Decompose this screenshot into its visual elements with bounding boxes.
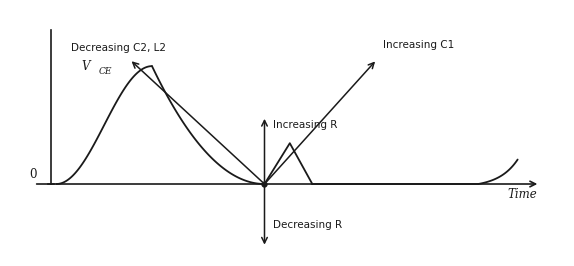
Text: Decreasing R: Decreasing R (273, 220, 342, 230)
Text: Decreasing C2, L2: Decreasing C2, L2 (71, 43, 166, 52)
Text: CE: CE (99, 67, 112, 76)
Text: Increasing R: Increasing R (273, 120, 338, 130)
Text: 0: 0 (29, 168, 37, 181)
Text: V: V (82, 60, 90, 73)
Text: Increasing C1: Increasing C1 (383, 40, 454, 50)
Text: Time: Time (507, 188, 537, 201)
